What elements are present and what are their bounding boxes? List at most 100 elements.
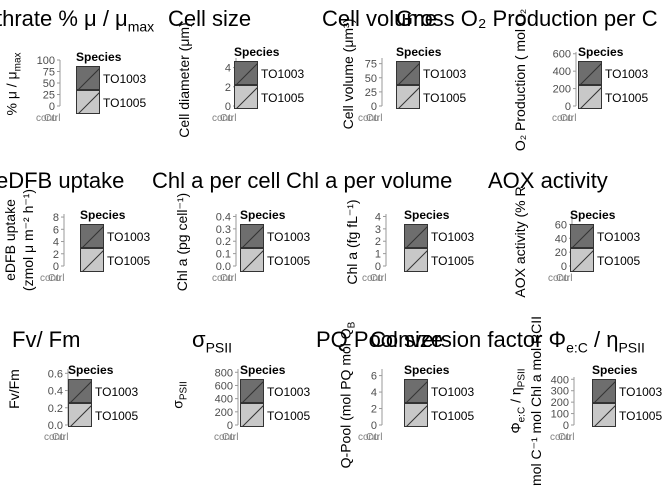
y-tick-label: 100 — [551, 409, 569, 421]
x-tick-label: Cu — [48, 273, 61, 284]
legend-title: Species — [592, 363, 638, 377]
y-tick-label: 0.3 — [216, 224, 231, 236]
legend-key-to1003 — [592, 379, 616, 403]
legend-key-to1005 — [234, 85, 258, 109]
y-tick-label: 4 — [53, 237, 59, 249]
x-tick-label: Cu — [556, 273, 569, 284]
legend-label: TO1005 — [107, 254, 151, 268]
y-tick-label: 0 — [49, 101, 55, 113]
y-tick-label: 20 — [555, 247, 567, 259]
legend-label: TO1005 — [597, 254, 641, 268]
y-tick-label: 600 — [553, 49, 571, 61]
legend-label: TO1005 — [619, 409, 663, 423]
x-tick-label: contrl — [212, 113, 236, 124]
legend-label: TO1005 — [261, 91, 305, 105]
x-tick-label: Cu — [220, 273, 233, 284]
y-tick-label: 0.4 — [216, 211, 231, 223]
y-tick-label: 0 — [227, 420, 233, 432]
legend-label: TO1003 — [423, 67, 467, 81]
y-tick-label: 0.0 — [216, 261, 231, 273]
y-tick-label: 0.2 — [216, 236, 231, 248]
x-tick-label: contrl — [548, 273, 572, 284]
chart-title: Conversion factor Φe:C / ηPSII — [370, 327, 645, 356]
chart-panel: Fv/ Fm Fv/Fm 0.0 0.2 0.4 0.6 contrl Cu Species TO… — [0, 327, 168, 477]
y-tick-label: 600 — [215, 380, 233, 392]
chart-title: Chl a per volume — [286, 168, 453, 193]
legend-label: TO1003 — [431, 385, 475, 399]
legend-key-to1005 — [404, 248, 428, 272]
legend-key-to1005 — [68, 403, 92, 427]
legend-key-to1003 — [240, 379, 264, 403]
legend-label: TO1003 — [431, 230, 475, 244]
y-tick-label: 300 — [551, 386, 569, 398]
legend-label: TO1003 — [267, 385, 311, 399]
x-tick-label: contrl — [552, 113, 576, 124]
legend-key-to1005 — [80, 248, 104, 272]
y-tick-label: 1 — [375, 249, 381, 261]
legend-title: Species — [404, 208, 450, 222]
legend-key-to1003 — [234, 61, 258, 85]
y-tick-label: 200 — [553, 84, 571, 96]
legend-label: TO1005 — [605, 91, 649, 105]
x-tick-label: contrl — [212, 273, 236, 284]
x-tick-label: contrl — [358, 432, 382, 443]
x-tick-label: Cu — [220, 113, 233, 124]
legend-title: Species — [76, 50, 122, 64]
x-tick-label: Cu — [222, 432, 235, 443]
legend-title: Species — [396, 45, 442, 59]
chart-panel: thrate % μ / μmax% μ / μmax 0 25 50 75 100 con… — [0, 0, 168, 150]
legend-label: TO1003 — [267, 230, 311, 244]
y-tick-label: 2 — [225, 82, 231, 94]
y-tick-label: 6 — [53, 224, 59, 236]
x-tick-label: Cu — [558, 432, 571, 443]
y-tick-label: 0.6 — [48, 368, 63, 380]
legend-label: TO1005 — [267, 409, 311, 423]
chart-panel: Chl a per volume Chl a (fg fL⁻¹) 0 1 2 3 4 cont… — [286, 168, 504, 318]
chart-title: AOX activity — [488, 168, 608, 193]
y-tick-label: 200 — [551, 397, 569, 409]
chart-title: eDFB uptake — [0, 168, 125, 193]
chart-title: Chl a per cell — [152, 168, 281, 193]
x-tick-label: Cu — [370, 273, 383, 284]
y-tick-label: 0 — [375, 261, 381, 273]
chart-title: thrate % μ / μmax — [0, 6, 155, 35]
y-tick-label: 8 — [53, 212, 59, 224]
chart-panel: AOX activity AOX activity (% R 0 20 40 60 cont… — [488, 168, 672, 318]
legend-title: Species — [404, 363, 450, 377]
x-tick-label: contrl — [358, 113, 382, 124]
chart-title: σPSII — [192, 327, 233, 356]
chart-panel: Gross O₂ Production per C O₂ Production (… — [396, 0, 672, 152]
legend-label: TO1003 — [605, 67, 649, 81]
y-tick-label: 0 — [563, 420, 569, 432]
legend-key-to1005 — [76, 90, 100, 114]
legend-label: TO1005 — [267, 254, 311, 268]
legend-label: TO1005 — [431, 254, 475, 268]
y-tick-label: 3 — [375, 224, 381, 236]
x-tick-label: Cu — [366, 432, 379, 443]
legend-title: Species — [240, 363, 286, 377]
legend-key-to1005 — [570, 248, 594, 272]
y-tick-label: 400 — [215, 394, 233, 406]
x-tick-label: contrl — [214, 432, 238, 443]
y-tick-label: 0 — [561, 261, 567, 273]
y-tick-label: 200 — [215, 407, 233, 419]
legend-key-to1003 — [68, 379, 92, 403]
y-tick-label: 0 — [371, 420, 377, 432]
y-tick-label: 0.2 — [48, 403, 63, 415]
legend-label: TO1003 — [103, 72, 147, 86]
y-tick-label: 0 — [565, 101, 571, 113]
legend-label: TO1003 — [107, 230, 151, 244]
chart-title: Cell volume — [322, 6, 437, 31]
legend-key-to1003 — [76, 66, 100, 90]
x-tick-label: contrl — [550, 432, 574, 443]
y-tick-label: 0 — [371, 101, 377, 113]
legend-key-to1005 — [592, 403, 616, 427]
